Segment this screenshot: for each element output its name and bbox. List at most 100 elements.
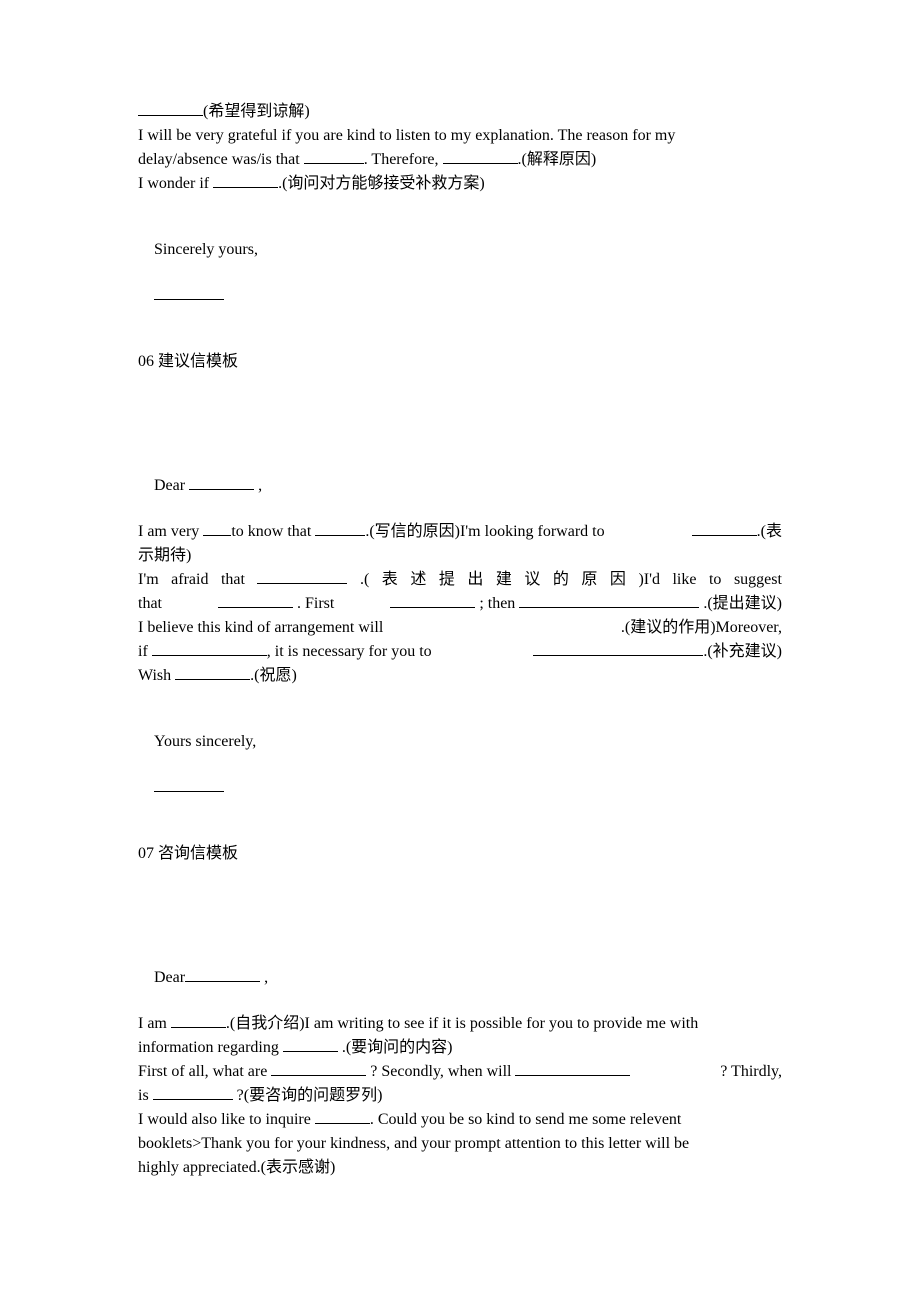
text: afraid [171, 568, 208, 592]
text: .(写信的原因)I'm looking forward to [365, 523, 604, 540]
blank-field [533, 655, 703, 656]
blank-field [390, 607, 475, 608]
template06-line4: I believe this kind of arrangement will … [138, 616, 782, 640]
text: I'm [138, 568, 159, 592]
text: 原 [581, 568, 597, 592]
note-text: .(解释原因) [518, 151, 597, 168]
text: to know that [231, 523, 315, 540]
text: booklets>Thank you for your kindness, an… [138, 1135, 689, 1152]
text: I will be very grateful if you are kind … [138, 127, 675, 144]
text: I would also like to inquire [138, 1111, 315, 1128]
template07-line1: I am .(自我介绍)I am writing to see if it is… [138, 1012, 782, 1036]
heading-text: 06 建议信模板 [138, 353, 238, 370]
blank-field [692, 535, 757, 536]
blank-field [283, 1051, 338, 1052]
dear-comma: , [254, 477, 262, 494]
text: that [138, 595, 162, 612]
note-text: 示期待) [138, 547, 191, 564]
dear-text: Dear [154, 969, 185, 986]
template06-signature [138, 776, 782, 800]
text: I am very [138, 523, 203, 540]
text: . First [293, 595, 334, 612]
text: like [672, 568, 696, 592]
text: 述 [410, 568, 426, 592]
text: 提 [439, 568, 455, 592]
text: .(自我介绍)I am writing to see if it is poss… [226, 1015, 698, 1032]
template06-line3: that . First ; then .(提出建议) [138, 592, 782, 616]
template06-line1b: 示期待) [138, 544, 782, 568]
text: I wonder if [138, 175, 213, 192]
blank-field [519, 607, 699, 608]
text: is [138, 1087, 153, 1104]
template06-heading: 06 建议信模板 [138, 350, 782, 374]
text: suggest [734, 568, 782, 592]
template05-closing: Sincerely yours, [138, 238, 782, 262]
blank-field [315, 535, 365, 536]
template05-line3: delay/absence was/is that . Therefore, .… [138, 148, 782, 172]
text: I believe this kind of arrangement will [138, 616, 383, 640]
text: .( [360, 568, 369, 592]
heading-text: 07 咨询信模板 [138, 845, 238, 862]
blank-field [153, 1099, 233, 1100]
template05-line4: I wonder if .(询问对方能够接受补救方案) [138, 172, 782, 196]
text: . Therefore, [364, 151, 443, 168]
blank-field [203, 535, 231, 536]
blank-field [443, 163, 518, 164]
dear-comma: , [260, 969, 268, 986]
note-text: .(提出建议) [699, 595, 782, 612]
text: 表 [382, 568, 398, 592]
text: ? Secondly, when will [366, 1063, 515, 1080]
note-text: .(询问对方能够接受补救方案) [278, 175, 485, 192]
template07-dear: Dear , [138, 966, 782, 990]
text: . Could you be so kind to send me some r… [370, 1111, 682, 1128]
note-text: .(要询问的内容) [338, 1039, 453, 1056]
template07-line5: I would also like to inquire . Could you… [138, 1108, 782, 1132]
text: ? Thirdly, [720, 1060, 782, 1084]
note-text: .(补充建议) [703, 643, 782, 660]
text: 因 [610, 568, 626, 592]
text: Wish [138, 667, 175, 684]
text: if [138, 643, 152, 660]
signature-blank [154, 299, 224, 300]
blank-field [271, 1075, 366, 1076]
blank-field [304, 163, 364, 164]
template06-dear: Dear , [138, 474, 782, 498]
text: )I'd [638, 568, 660, 592]
text: , it is necessary for you to [267, 643, 432, 660]
blank-field [175, 679, 250, 680]
template05-line2: I will be very grateful if you are kind … [138, 124, 782, 148]
signature-blank [154, 791, 224, 792]
blank-field [152, 655, 267, 656]
note-text: .(祝愿) [250, 667, 297, 684]
template07-line6: booklets>Thank you for your kindness, an… [138, 1132, 782, 1156]
text: ; then [475, 595, 519, 612]
text: 出 [467, 568, 483, 592]
note-text: .(建议的作用)Moreover, [617, 619, 782, 636]
text: I am [138, 1015, 171, 1032]
blank-field [218, 607, 293, 608]
text: 的 [553, 568, 569, 592]
template07-line4: is ?(要咨询的问题罗列) [138, 1084, 782, 1108]
template06-line2: I'm afraid that .( 表 述 提 出 建 议 的 原 因 )I'… [138, 568, 782, 592]
text: that [221, 568, 245, 592]
blank-field [515, 1075, 630, 1076]
template06-closing: Yours sincerely, [138, 730, 782, 754]
blank-field [257, 583, 347, 584]
text: highly appreciated.(表示感谢) [138, 1159, 335, 1176]
note-text: ?(要咨询的问题罗列) [233, 1087, 383, 1104]
template07-line3: First of all, what are ? Secondly, when … [138, 1060, 782, 1084]
text: 建 [496, 568, 512, 592]
text: First of all, what are [138, 1063, 271, 1080]
text: 议 [524, 568, 540, 592]
text: delay/absence was/is that [138, 151, 304, 168]
template07-heading: 07 咨询信模板 [138, 842, 782, 866]
note-text: (希望得到谅解) [203, 103, 310, 120]
closing-text: Yours sincerely, [154, 733, 256, 750]
template05-signature [138, 284, 782, 308]
text: to [709, 568, 721, 592]
dear-text: Dear [154, 477, 189, 494]
template07-line7: highly appreciated.(表示感谢) [138, 1156, 782, 1180]
text: information regarding [138, 1039, 283, 1056]
dear-blank [189, 489, 254, 490]
template06-line6: Wish .(祝愿) [138, 664, 782, 688]
